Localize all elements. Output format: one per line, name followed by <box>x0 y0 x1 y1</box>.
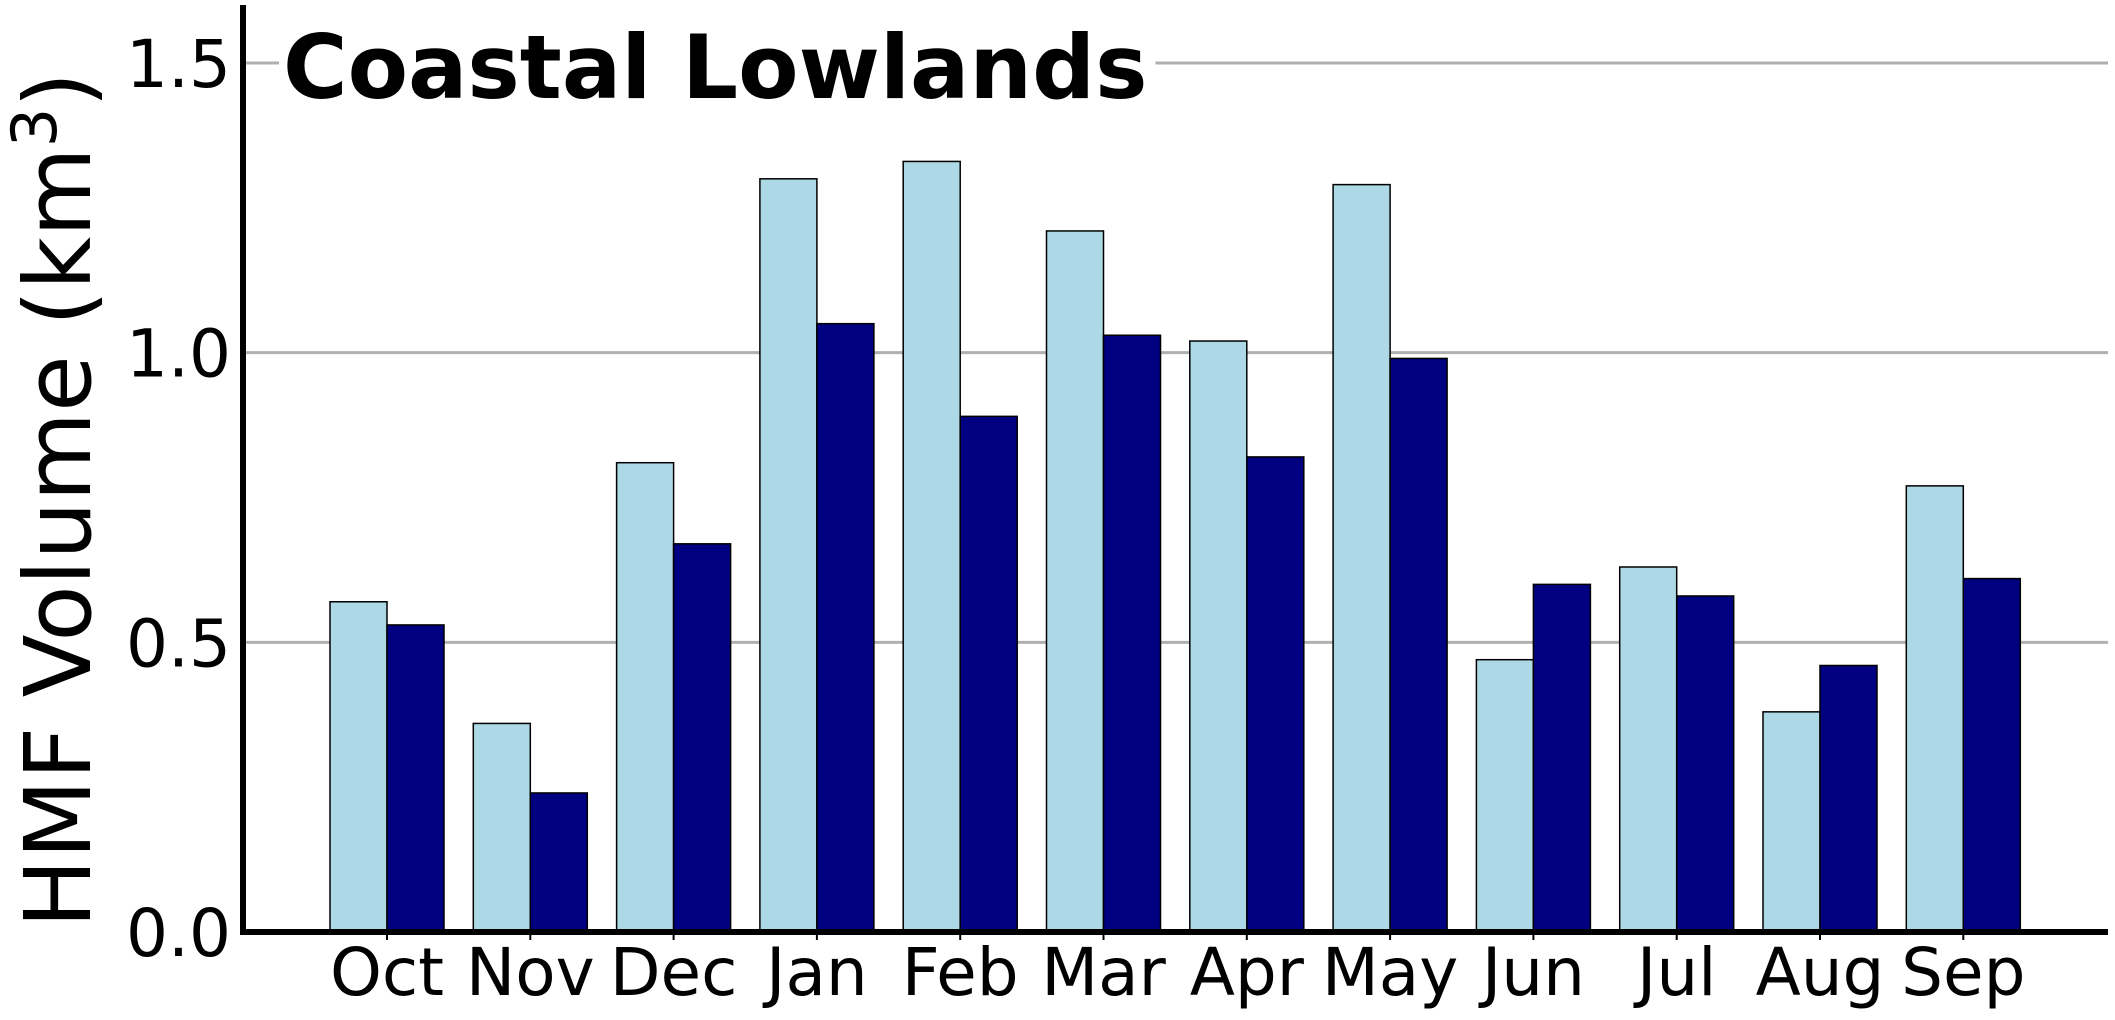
x-tick-label: Jun <box>1478 934 1585 1011</box>
y-tick-label: 1.5 <box>126 26 231 103</box>
x-tick-label: Jul <box>1633 934 1717 1011</box>
y-axis-title: HMF Volume (km3) <box>0 72 112 928</box>
x-tick-label: Dec <box>610 934 738 1011</box>
bar <box>1962 577 2022 933</box>
x-tick-label: Sep <box>1901 934 2025 1011</box>
bar <box>759 178 818 933</box>
x-tick-label: Nov <box>466 934 595 1011</box>
x-tick-label: Apr <box>1190 934 1305 1011</box>
x-tick-labels: Oct Nov Dec Jan Feb Mar Apr May Jun Jul Aug Sep <box>330 932 2026 1011</box>
bar <box>1475 658 1535 933</box>
bar <box>1762 711 1821 933</box>
bar <box>816 322 875 933</box>
bar <box>1332 183 1391 933</box>
bar <box>386 624 445 933</box>
bar <box>529 792 589 933</box>
chart-title: Coastal Lowlands <box>283 16 1147 119</box>
bar <box>672 543 732 933</box>
y-tick-label: 1.0 <box>126 316 231 393</box>
axes <box>240 5 2108 935</box>
bar <box>1246 456 1305 933</box>
bar <box>1189 340 1248 933</box>
x-tick-label: Jan <box>762 934 868 1011</box>
bar <box>329 601 388 933</box>
bar <box>1905 485 1965 933</box>
y-tick-label: 0.5 <box>126 605 231 682</box>
bar <box>615 461 675 933</box>
bar <box>1675 595 1735 933</box>
y-tick-labels: 0.0 0.5 1.0 1.5 <box>126 26 231 972</box>
bar <box>472 722 532 933</box>
bar <box>902 160 961 933</box>
x-tick-label: Oct <box>330 934 444 1011</box>
bar <box>1618 566 1678 933</box>
x-tick-label: Feb <box>902 934 1019 1011</box>
y-tick-label: 0.0 <box>126 895 231 972</box>
bar <box>1045 230 1105 933</box>
x-tick-label: May <box>1322 934 1458 1011</box>
grid-lines <box>243 61 2108 644</box>
y-axis-title-close: ) <box>5 72 112 108</box>
bar <box>959 415 1018 933</box>
bar <box>1102 334 1162 933</box>
bar <box>1389 357 1448 933</box>
chart-title-background <box>279 16 1156 119</box>
y-axis-title-main: HMF Volume (km <box>5 147 112 928</box>
x-tick-label: Aug <box>1756 934 1885 1011</box>
y-axis-title-superscript: 3 <box>0 108 71 147</box>
bar <box>1819 664 1878 933</box>
x-tick-label: Mar <box>1041 934 1166 1011</box>
bars <box>329 160 2022 933</box>
bar <box>1532 583 1592 933</box>
